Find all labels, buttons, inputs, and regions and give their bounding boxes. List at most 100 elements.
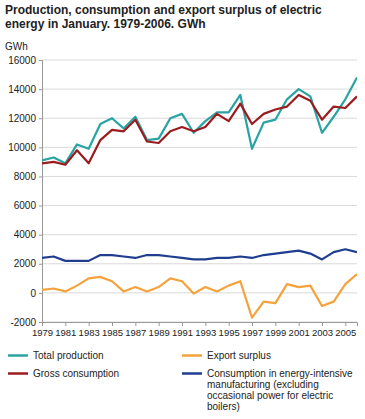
tick: 0 [30, 288, 42, 299]
tick: 1987 [125, 322, 146, 338]
text-line: Production, consumption and export surpl… [5, 3, 322, 17]
tick: 2003 [312, 322, 333, 338]
tick-mark [135, 322, 136, 326]
grid-line [42, 205, 357, 206]
tick: 16000 [8, 55, 42, 66]
legend-swatch [8, 354, 28, 357]
x-axis: 1979198119831985198719891991199319951997… [32, 322, 358, 338]
tick-label: 1993 [195, 327, 216, 338]
tick-label: 6000 [14, 200, 37, 211]
series-line [42, 77, 357, 163]
tick-mark [39, 89, 42, 90]
tick-label: 2005 [335, 327, 356, 338]
tick: 1979 [32, 322, 53, 338]
y-axis-label: GWh [5, 41, 28, 52]
tick-mark [229, 322, 230, 326]
tick-label: 1989 [149, 327, 170, 338]
tick-label: 1997 [242, 327, 263, 338]
tick-label: 8000 [14, 171, 37, 182]
axis-line [39, 61, 43, 323]
tick-label: 2001 [289, 327, 310, 338]
tick-label: 4000 [14, 229, 37, 240]
text-line: manufacturing (excluding [207, 379, 319, 390]
tick-mark [159, 322, 160, 326]
tick-mark [39, 60, 42, 61]
tick-mark [39, 293, 42, 294]
tick: 2001 [289, 322, 310, 338]
tick-label: 12000 [8, 113, 36, 124]
legend-label: Total production [33, 350, 104, 361]
legend: Total production Export surplus Gross cons… [8, 350, 353, 412]
title: Production, consumption and export surpl… [5, 3, 322, 31]
legend-label: Export surplus [207, 350, 271, 361]
tick: 1991 [172, 322, 193, 338]
tick: 2005 [335, 322, 356, 338]
axis-line [43, 323, 358, 327]
tick-mark [275, 322, 276, 326]
series-line [42, 95, 357, 165]
lines [42, 77, 357, 317]
legend-item: Consumption in energy-intensivemanufactu… [182, 368, 353, 412]
series-line [42, 249, 357, 261]
tick-label: 1979 [32, 327, 53, 338]
tick-label: 2000 [14, 258, 37, 269]
tick: 1993 [195, 322, 216, 338]
tick: 1989 [149, 322, 170, 338]
text-line: Consumption in energy-intensive [207, 368, 353, 379]
text-line: Gross consumption [33, 368, 119, 379]
legend-swatch [182, 372, 202, 375]
tick: 6000 [14, 200, 42, 211]
tick-mark [89, 322, 90, 326]
tick-label: 1999 [265, 327, 286, 338]
tick-label: 16000 [8, 55, 36, 66]
chart: Production, consumption and export surpl… [0, 0, 365, 419]
text-line: boilers) [207, 401, 240, 412]
tick: 2000 [14, 258, 42, 269]
grid-line [42, 60, 357, 61]
tick-mark [39, 147, 42, 148]
tick-mark [252, 322, 253, 326]
tick-mark [299, 322, 300, 326]
tick-mark [39, 322, 42, 323]
plot: -200002000400060008000100001200014000160… [8, 55, 357, 338]
tick: 10000 [8, 142, 42, 153]
tick-mark [112, 322, 113, 326]
text-line: Export surplus [207, 350, 271, 361]
tick-mark [39, 235, 42, 236]
tick: 1985 [102, 322, 123, 338]
legend-label: Consumption in energy-intensivemanufactu… [207, 368, 353, 412]
tick: 1981 [55, 322, 76, 338]
grid-line [42, 89, 357, 90]
tick-mark [39, 206, 42, 207]
tick-mark [345, 322, 346, 326]
tick: 12000 [8, 113, 42, 124]
tick-mark [39, 176, 42, 177]
legend-item: Export surplus [182, 350, 271, 361]
tick: 1999 [265, 322, 286, 338]
legend-swatch [182, 354, 202, 357]
legend-item: Gross consumption [8, 368, 119, 379]
tick-label: 10000 [8, 142, 36, 153]
tick: 1983 [79, 322, 100, 338]
tick-mark [322, 322, 323, 326]
tick: 4000 [14, 229, 42, 240]
tick-label: 1983 [79, 327, 100, 338]
tick-label: 1985 [102, 327, 123, 338]
tick-mark [65, 322, 66, 326]
legend-item: Total production [8, 350, 104, 361]
legend-label: Gross consumption [33, 368, 119, 379]
series-line [42, 274, 357, 318]
tick-label: 1991 [172, 327, 193, 338]
legend-swatch [8, 372, 28, 375]
grid-line [42, 176, 357, 177]
tick-mark [205, 322, 206, 326]
grid-line [42, 234, 357, 235]
tick: 14000 [8, 84, 42, 95]
tick-mark [39, 264, 42, 265]
text-line: Total production [33, 350, 104, 361]
grid-line [42, 263, 357, 264]
tick: 1995 [219, 322, 240, 338]
tick-mark [182, 322, 183, 326]
tick-label: 1995 [219, 327, 240, 338]
tick-label: 14000 [8, 84, 36, 95]
